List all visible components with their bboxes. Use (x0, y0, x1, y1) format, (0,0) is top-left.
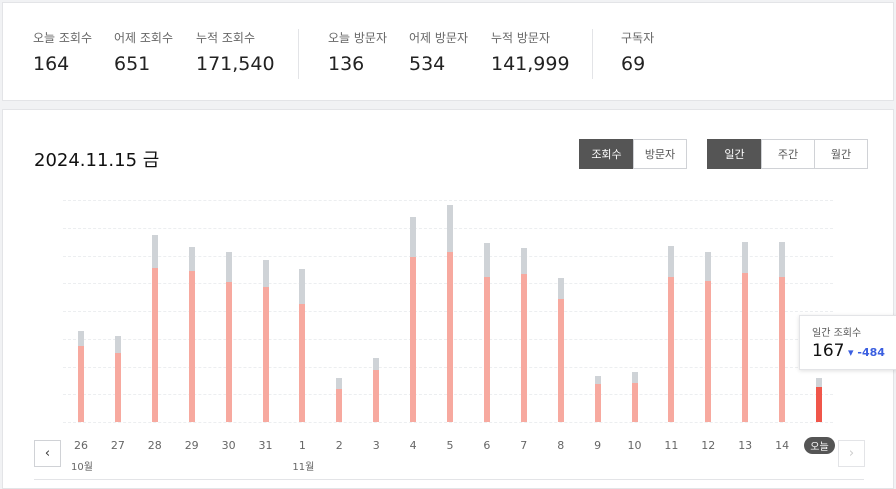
x-tick-label: 8 (557, 439, 565, 452)
chevron-left-icon: ‹ (44, 446, 51, 461)
x-tick-label: 4 (409, 439, 417, 452)
bar-visitors[interactable] (299, 304, 306, 422)
stats-divider (298, 29, 299, 79)
tab-daily[interactable]: 일간 (707, 139, 762, 169)
stat-label: 누적 방문자 (491, 31, 551, 45)
stat-value: 171,540 (196, 53, 275, 75)
bar-visitors[interactable] (483, 277, 490, 422)
bar-visitors[interactable] (668, 277, 675, 422)
x-label-today-badge[interactable]: 오늘 (804, 437, 835, 454)
tab-views[interactable]: 조회수 (579, 139, 634, 169)
grid-line (63, 422, 833, 423)
bar-visitors[interactable] (410, 257, 417, 422)
bar-visitors[interactable] (114, 352, 121, 422)
x-tick-label: 5 (446, 439, 454, 452)
x-tick-label: 27 (110, 439, 125, 452)
stat-value: 164 (33, 53, 70, 75)
chart-bottom-divider (34, 479, 864, 480)
stat-value: 69 (621, 53, 646, 75)
bar-visitors[interactable] (188, 270, 195, 422)
bar-visitors[interactable] (78, 346, 84, 422)
x-tick-label: 30 (221, 439, 236, 452)
period-toggle: 일간 주간 월간 (707, 139, 868, 169)
x-tick-label: 31 (258, 439, 273, 452)
x-tick-label: 9 (594, 439, 602, 452)
tab-weekly[interactable]: 주간 (761, 139, 815, 169)
stat-label: 어제 조회수 (114, 31, 174, 45)
x-tick-label: 28 (147, 439, 162, 452)
bar-visitors[interactable] (225, 282, 232, 422)
stat-value: 534 (409, 53, 446, 75)
month-label: 11월 (292, 462, 315, 473)
bar-visitors[interactable] (336, 389, 343, 422)
x-tick-label: 1 (298, 439, 306, 452)
stat-value: 141,999 (491, 53, 570, 75)
stats-divider (592, 29, 593, 79)
chart-prev-button[interactable]: ‹ (34, 440, 61, 467)
x-tick-label: 6 (483, 439, 491, 452)
tooltip-value: 167 (812, 341, 845, 361)
chart-next-button[interactable]: › (838, 440, 865, 467)
x-tick-label: 12 (701, 439, 716, 452)
tooltip-label: 일간 조회수 (812, 328, 862, 339)
x-tick-label: 14 (775, 439, 790, 452)
bar-visitors[interactable] (151, 267, 158, 422)
bar-visitors[interactable] (557, 299, 564, 422)
bar-visitors[interactable] (262, 287, 269, 422)
x-tick-label: 26 (74, 439, 88, 452)
stats-summary-panel: 오늘 조회수 164 어제 조회수 651 누적 조회수 171,540 오늘 … (2, 2, 894, 101)
bar-visitors[interactable] (705, 280, 712, 422)
bar-visitors[interactable] (779, 277, 786, 422)
x-tick-label: 10 (627, 439, 642, 452)
tooltip-diff-value: -484 (857, 346, 885, 359)
chart-date-title: 2024.11.15 금 (34, 150, 160, 171)
stat-label: 어제 방문자 (409, 31, 469, 45)
x-tick-label: 3 (372, 439, 380, 452)
bar-visitors[interactable] (631, 382, 638, 422)
bar-visitors[interactable] (816, 386, 822, 422)
stat-label: 누적 조회수 (196, 31, 256, 45)
x-tick-label: 29 (184, 439, 199, 452)
bar-visitors[interactable] (594, 384, 601, 422)
bar-visitors[interactable] (447, 252, 453, 422)
down-triangle-icon: ▾ (848, 346, 854, 359)
stat-label: 구독자 (621, 31, 655, 45)
grid-line (63, 200, 833, 201)
stat-value: 651 (114, 53, 151, 75)
x-tick-label: 13 (738, 439, 753, 452)
chart-tooltip: 일간 조회수 167 ▾ -484 (799, 315, 896, 370)
x-tick-label: 11 (664, 439, 679, 452)
bar-visitors[interactable] (520, 274, 527, 422)
tab-monthly[interactable]: 월간 (814, 139, 868, 169)
bar-visitors[interactable] (373, 369, 380, 422)
stat-label: 오늘 조회수 (33, 31, 93, 45)
month-label: 10월 (71, 462, 93, 473)
x-tick-label: 7 (520, 439, 528, 452)
tab-visitors[interactable]: 방문자 (633, 139, 687, 169)
metric-toggle: 조회수 방문자 (579, 139, 687, 169)
stat-value: 136 (328, 53, 365, 75)
bar-visitors[interactable] (742, 273, 749, 422)
daily-chart-panel: 2024.11.15 금 조회수 방문자 일간 주간 월간 26 27 28 29 30… (2, 109, 896, 489)
chevron-right-icon: › (848, 446, 855, 461)
x-tick-label: 2 (335, 439, 343, 452)
tooltip-diff: ▾ -484 (848, 346, 885, 359)
stat-label: 오늘 방문자 (328, 31, 388, 45)
